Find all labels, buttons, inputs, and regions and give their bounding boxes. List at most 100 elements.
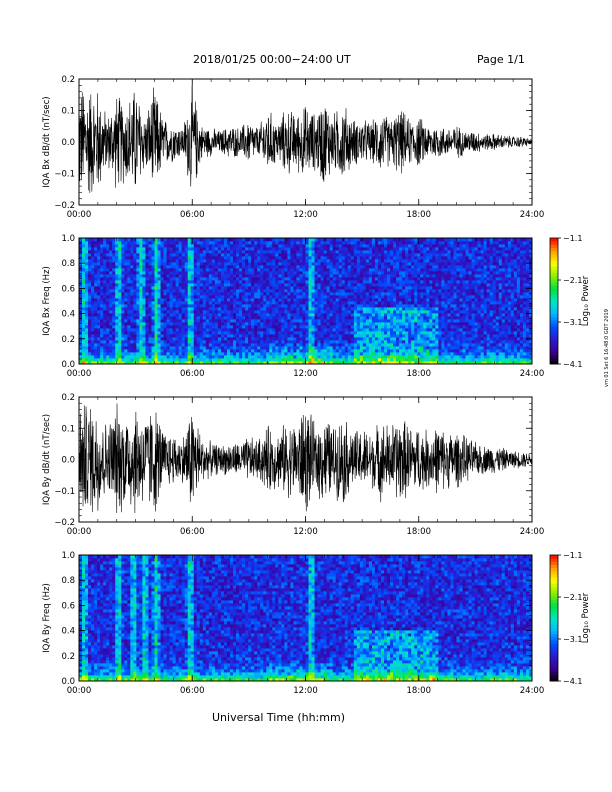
spectrogram-cell (184, 292, 189, 296)
spectrogram-cell (196, 355, 201, 359)
spectrogram-cell (151, 352, 155, 356)
spectrogram-cell (344, 280, 349, 284)
spectrogram-cell (109, 268, 113, 272)
spectrogram-cell (223, 271, 228, 275)
spectrogram-cell (106, 316, 110, 320)
spectrogram-cell (202, 334, 207, 338)
spectrogram-cell (226, 271, 231, 275)
spectrogram-cell (124, 319, 128, 323)
spectrogram-cell (133, 349, 137, 353)
spectrogram-cell (362, 283, 367, 287)
spectrogram-cell (356, 289, 361, 293)
spectrogram-cell (166, 262, 170, 266)
spectrogram-cell (362, 322, 367, 326)
spectrogram-cell (281, 292, 285, 296)
spectrogram-cell (311, 286, 315, 290)
spectrogram-cell (251, 241, 255, 245)
spectrogram-cell (220, 343, 225, 347)
spectrogram-cell (341, 298, 346, 302)
waveform-series (79, 83, 532, 193)
spectrogram-cell (239, 253, 243, 257)
spectrogram-cell (287, 313, 291, 317)
spectrogram-cell (402, 241, 406, 245)
spectrogram-cell (202, 343, 207, 347)
spectrogram-cell (178, 313, 183, 317)
spectrogram-cell (399, 253, 403, 257)
spectrogram-cell (208, 316, 213, 320)
spectrogram-cell (115, 358, 119, 362)
spectrogram-cell (299, 298, 303, 302)
spectrogram-cell (396, 259, 400, 263)
spectrogram-cell (199, 241, 204, 245)
spectrogram-cell (148, 328, 152, 332)
spectrogram-cell (284, 259, 288, 263)
spectrogram-cell (275, 274, 279, 278)
spectrogram-cell (284, 244, 288, 248)
spectrogram-cell (272, 274, 276, 278)
spectrogram-cell (175, 349, 180, 353)
spectrogram-cell (332, 307, 337, 311)
spectrogram-cell (396, 355, 400, 359)
spectrogram-cell (396, 358, 400, 362)
spectrogram-cell (293, 313, 297, 317)
spectrogram-cell (166, 301, 170, 305)
spectrogram-cell (405, 334, 409, 338)
spectrogram-cell (202, 328, 207, 332)
spectrogram-cell (323, 307, 328, 311)
spectrogram-cell (97, 319, 101, 323)
spectrogram-cell (193, 238, 198, 242)
spectrogram-cell (211, 358, 216, 362)
spectrogram-cell (257, 325, 261, 329)
spectrogram-cell (133, 295, 137, 299)
spectrogram-cell (205, 268, 210, 272)
spectrogram-cell (362, 316, 367, 320)
spectrogram-cell (82, 343, 86, 347)
spectrogram-cell (205, 292, 210, 296)
spectrogram-cell (245, 316, 249, 320)
spectrogram-cell (281, 313, 285, 317)
spectrogram-cell (329, 337, 334, 341)
spectrogram-cell (121, 286, 125, 290)
spectrogram-cell (390, 292, 394, 296)
spectrogram-cell (411, 319, 415, 323)
spectrogram-cell (157, 343, 161, 347)
spectrogram-cell (193, 259, 198, 263)
spectrogram-cell (420, 328, 424, 332)
spectrogram-cell (272, 304, 276, 308)
spectrogram-cell (175, 355, 180, 359)
spectrogram-cell (269, 346, 273, 350)
spectrogram-cell (211, 253, 216, 257)
spectrogram-cell (193, 346, 198, 350)
spectrogram-cell (127, 265, 131, 269)
spectrogram-cell (314, 352, 318, 356)
spectrogram-cell (151, 331, 155, 335)
spectrogram-cell (172, 262, 177, 266)
spectrogram-cell (381, 328, 385, 332)
spectrogram-cell (151, 256, 155, 260)
spectrogram-cell (178, 286, 183, 290)
spectrogram-cell (88, 352, 92, 356)
spectrogram-cell (181, 247, 186, 251)
spectrogram-cell (202, 322, 207, 326)
spectrogram-cell (320, 313, 325, 317)
spectrogram-cell (127, 331, 131, 335)
spectrogram-cell (160, 301, 164, 305)
spectrogram-cell (220, 250, 225, 254)
spectrogram-cell (106, 322, 110, 326)
spectrogram-cell (308, 355, 312, 359)
spectrogram-cell (353, 259, 358, 263)
spectrogram-cell (178, 301, 183, 305)
spectrogram-cell (154, 340, 158, 344)
spectrogram-cell (130, 289, 134, 293)
spectrogram-cell (190, 313, 195, 317)
spectrogram-cell (184, 265, 189, 269)
spectrogram-cell (359, 340, 364, 344)
spectrogram-cell (106, 271, 110, 275)
spectrogram-cell (396, 346, 400, 350)
spectrogram-cell (106, 262, 110, 266)
spectrogram-cell (142, 280, 146, 284)
spectrogram-cell (390, 358, 394, 362)
spectrogram-cell (82, 253, 86, 257)
spectrogram-cell (275, 256, 279, 260)
